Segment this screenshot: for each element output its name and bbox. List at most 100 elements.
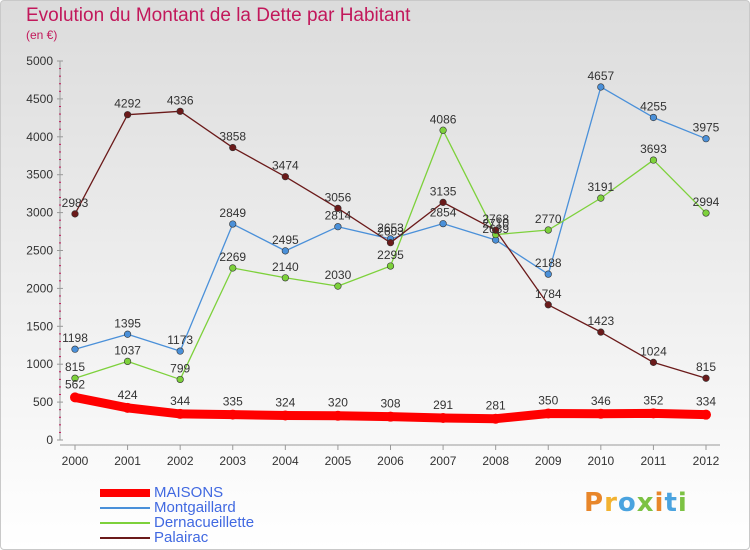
legend: MAISONS Montgaillard Dernacueillette Palair…: [100, 485, 254, 545]
data-label: 2269: [219, 250, 246, 264]
data-label: 3135: [430, 184, 457, 198]
y-tick-label: 1000: [26, 357, 53, 371]
data-label: 3056: [325, 190, 352, 204]
data-label: 324: [275, 395, 295, 409]
legend-item: Montgaillard: [100, 500, 254, 515]
data-point: [544, 270, 552, 278]
data-point: [649, 358, 658, 366]
data-label: 281: [486, 399, 506, 413]
y-tick-label: 0: [46, 433, 53, 447]
logo-letter: o: [617, 488, 637, 518]
data-point: [597, 328, 605, 336]
y-tick-label: 3000: [26, 206, 53, 220]
x-tick-label: 2012: [693, 454, 720, 468]
data-label: 2603: [377, 225, 404, 239]
x-tick-label: 2000: [62, 454, 89, 468]
x-tick-label: 2011: [641, 454, 667, 468]
data-label: 2983: [62, 196, 89, 210]
data-point: [385, 411, 396, 422]
data-point: [386, 239, 395, 247]
data-label: 1395: [114, 316, 141, 330]
data-point: [229, 220, 237, 228]
data-label: 424: [118, 388, 138, 402]
data-point: [71, 210, 79, 218]
x-tick-label: 2003: [219, 454, 246, 468]
data-label: 562: [65, 377, 85, 391]
data-point: [439, 220, 447, 228]
data-point: [332, 410, 343, 421]
data-label: 4292: [114, 97, 141, 111]
legend-item: MAISONS: [100, 485, 254, 500]
data-point: [227, 409, 238, 420]
data-label: 291: [433, 398, 453, 412]
data-point: [175, 408, 186, 419]
data-label: 335: [223, 395, 243, 409]
data-point: [439, 198, 447, 206]
data-label: 2639: [482, 222, 509, 236]
data-point: [334, 223, 342, 231]
data-label: 2994: [693, 195, 720, 209]
data-point: [176, 107, 184, 115]
data-label: 1024: [640, 344, 667, 358]
data-label: 308: [380, 397, 400, 411]
y-tick-label: 4500: [26, 92, 53, 106]
data-point: [122, 402, 133, 413]
data-label: 1173: [167, 333, 193, 347]
data-point: [648, 408, 659, 419]
y-tick-label: 4000: [26, 130, 53, 144]
data-label: 2295: [377, 248, 404, 262]
y-tick-label: 2000: [26, 281, 53, 295]
data-label: 2770: [535, 212, 562, 226]
legend-swatch: [100, 536, 150, 539]
data-label: 346: [591, 394, 611, 408]
legend-swatch: [100, 506, 150, 509]
data-label: 2030: [325, 268, 352, 282]
logo-letter: i: [677, 488, 688, 518]
data-label: 352: [643, 393, 663, 407]
chart-title: Evolution du Montant de la Dette par Hab…: [26, 5, 411, 26]
legend-label: Palairac: [154, 529, 209, 546]
data-point: [71, 345, 79, 353]
data-point: [229, 264, 237, 272]
data-point: [123, 330, 132, 338]
data-point: [281, 247, 289, 255]
data-label: 4255: [640, 99, 667, 113]
data-label: 3191: [587, 180, 614, 194]
data-label: 334: [696, 395, 716, 409]
data-point: [334, 282, 342, 290]
data-label: 4657: [587, 69, 614, 83]
data-label: 3858: [219, 130, 246, 144]
legend-item: Palairac: [100, 530, 254, 545]
data-point: [280, 410, 291, 421]
x-tick-label: 2001: [114, 454, 141, 468]
data-point: [438, 412, 449, 423]
data-label: 1198: [62, 331, 88, 345]
data-point: [702, 374, 710, 382]
data-label: 1784: [535, 287, 562, 301]
legend-label: Dernacueillette: [154, 514, 255, 531]
data-point: [281, 274, 289, 282]
data-label: 2495: [272, 233, 299, 247]
logo-letter: P: [584, 488, 605, 518]
data-point: [281, 173, 289, 181]
legend-label: Montgaillard: [154, 499, 236, 516]
data-point: [176, 347, 184, 355]
data-label: 3975: [693, 121, 720, 135]
data-point: [386, 262, 395, 270]
x-tick-label: 2006: [377, 454, 404, 468]
data-point: [649, 156, 658, 164]
data-point: [544, 301, 552, 309]
data-point: [490, 413, 501, 424]
data-label: 2188: [535, 256, 562, 270]
data-point: [702, 209, 710, 217]
x-tick-label: 2007: [430, 454, 457, 468]
x-tick-label: 2005: [325, 454, 352, 468]
data-label: 2768: [482, 212, 509, 226]
data-point: [701, 409, 711, 420]
data-label: 350: [538, 393, 558, 407]
data-point: [702, 135, 710, 143]
y-tick-label: 2500: [26, 244, 53, 258]
x-tick-label: 2002: [167, 454, 194, 468]
